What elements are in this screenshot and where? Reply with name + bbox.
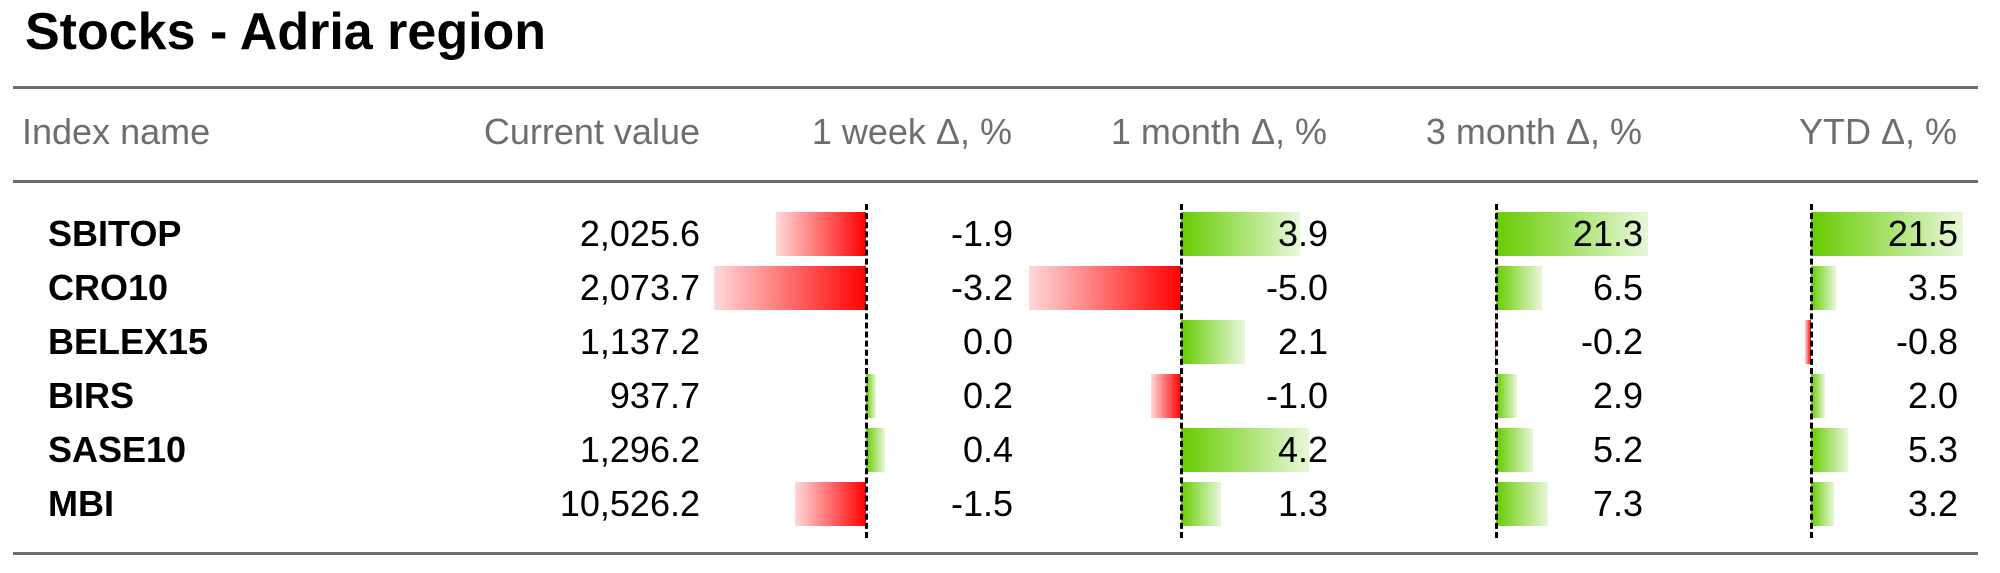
- change-1-month-birs: -1.0: [1265, 375, 1328, 416]
- bar-1-month-sbitop: [1181, 212, 1300, 256]
- bar-1-month-sase10: [1181, 428, 1309, 472]
- table-top-rule: [13, 86, 1978, 89]
- change-3-month-sase10: 5.2: [1592, 429, 1643, 470]
- change-1-month-sase10: 4.2: [1277, 429, 1328, 470]
- change-ytd-mbi: 3.2: [1907, 483, 1958, 524]
- index-name-mbi: MBI: [48, 483, 114, 524]
- column-header-1-week: 1 week Δ, %: [811, 111, 1012, 152]
- change-ytd-birs: 2.0: [1907, 375, 1958, 416]
- chart-title: Stocks - Adria region: [25, 3, 547, 61]
- zero-line-ytd: [1810, 204, 1813, 538]
- index-name-belex15: BELEX15: [48, 321, 209, 362]
- index-name-sase10: SASE10: [48, 429, 187, 470]
- change-1-week-mbi: -1.5: [950, 483, 1013, 524]
- bar-1-week-sase10: [866, 428, 885, 472]
- bar-1-week-sbitop: [775, 212, 866, 256]
- bar-ytd-belex15: [1805, 320, 1811, 364]
- bar-3-month-sbitop: [1496, 212, 1648, 256]
- bar-ytd-mbi: [1811, 482, 1834, 526]
- current-value-cro10: 2,073.7: [579, 267, 700, 308]
- change-1-week-sase10: 0.4: [962, 429, 1013, 470]
- bar-3-month-birs: [1496, 374, 1517, 418]
- change-3-month-cro10: 6.5: [1592, 267, 1643, 308]
- column-header-current-value: Current value: [483, 111, 700, 152]
- bar-ytd-cro10: [1811, 266, 1836, 310]
- change-ytd-cro10: 3.5: [1907, 267, 1958, 308]
- bar-ytd-sase10: [1811, 428, 1849, 472]
- bar-ytd-sbitop: [1811, 212, 1963, 256]
- change-3-month-belex15: -0.2: [1580, 321, 1643, 362]
- index-name-birs: BIRS: [48, 375, 135, 416]
- change-3-month-birs: 2.9: [1592, 375, 1643, 416]
- change-1-week-birs: 0.2: [962, 375, 1013, 416]
- change-1-week-cro10: -3.2: [950, 267, 1013, 308]
- table-header-rule: [13, 180, 1978, 183]
- zero-line-1-month: [1180, 204, 1183, 538]
- bar-1-week-cro10: [714, 266, 866, 310]
- bar-3-month-mbi: [1496, 482, 1549, 526]
- change-1-week-belex15: 0.0: [962, 321, 1013, 362]
- current-value-belex15: 1,137.2: [579, 321, 700, 362]
- current-value-birs: 937.7: [609, 375, 700, 416]
- change-ytd-belex15: -0.8: [1895, 321, 1958, 362]
- current-value-sbitop: 2,025.6: [579, 213, 700, 254]
- zero-line-3-month: [1495, 204, 1498, 538]
- current-value-sase10: 1,296.2: [579, 429, 700, 470]
- change-3-month-sbitop: 21.3: [1572, 213, 1643, 254]
- bar-1-month-cro10: [1029, 266, 1181, 310]
- change-1-week-sbitop: -1.9: [950, 213, 1013, 254]
- table-bottom-rule: [13, 552, 1978, 555]
- change-ytd-sase10: 5.3: [1907, 429, 1958, 470]
- change-1-month-mbi: 1.3: [1277, 483, 1328, 524]
- bar-1-month-birs: [1150, 374, 1181, 418]
- zero-line-1-week: [865, 204, 868, 538]
- bar-1-week-birs: [866, 374, 876, 418]
- index-name-cro10: CRO10: [48, 267, 169, 308]
- change-1-month-belex15: 2.1: [1277, 321, 1328, 362]
- bar-3-month-sase10: [1496, 428, 1534, 472]
- bar-1-month-mbi: [1181, 482, 1221, 526]
- index-name-sbitop: SBITOP: [48, 213, 182, 254]
- column-header-index-name: Index name: [22, 111, 211, 152]
- column-header-1-month: 1 month Δ, %: [1110, 111, 1327, 152]
- column-header-3-month: 3 month Δ, %: [1425, 111, 1642, 152]
- bar-ytd-birs: [1811, 374, 1826, 418]
- change-3-month-mbi: 7.3: [1592, 483, 1643, 524]
- bar-1-week-mbi: [794, 482, 866, 526]
- column-header-ytd: YTD Δ, %: [1798, 111, 1957, 152]
- change-1-month-sbitop: 3.9: [1277, 213, 1328, 254]
- current-value-mbi: 10,526.2: [559, 483, 700, 524]
- change-ytd-sbitop: 21.5: [1887, 213, 1958, 254]
- bar-1-month-belex15: [1181, 320, 1245, 364]
- change-1-month-cro10: -5.0: [1265, 267, 1328, 308]
- bar-3-month-cro10: [1496, 266, 1543, 310]
